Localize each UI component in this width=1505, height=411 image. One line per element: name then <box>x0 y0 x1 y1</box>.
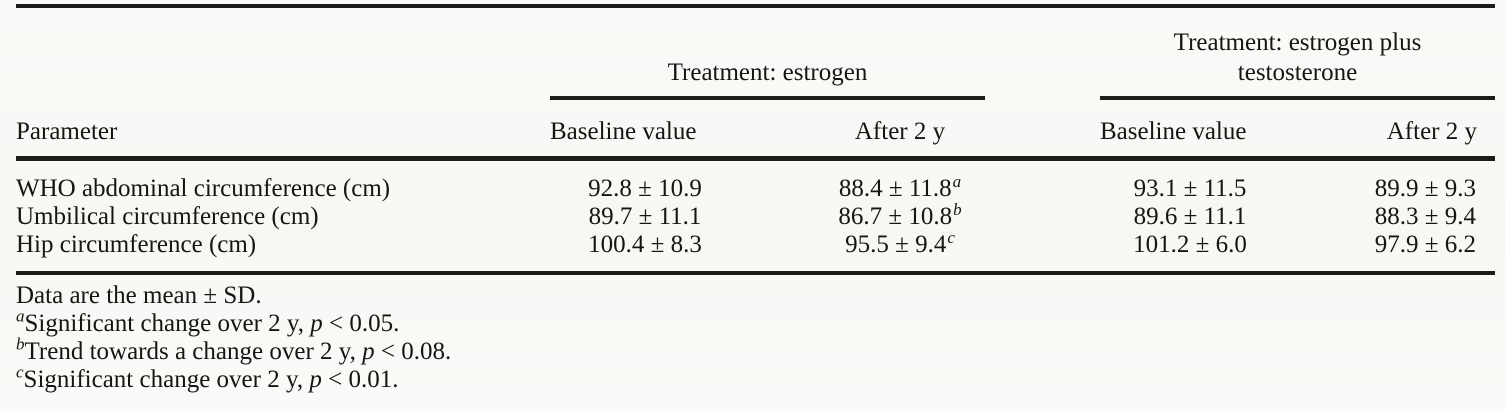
column-header-row: Parameter Baseline value After 2 y Basel… <box>16 100 1495 156</box>
treatment-spanner-row: Treatment: estrogen Treatment: estrogen … <box>16 8 1495 96</box>
footnote-marker-b: b <box>953 199 962 219</box>
footnote-text: Trend towards a change over 2 y, <box>24 338 363 365</box>
footnote-marker: a <box>16 306 25 326</box>
combo-after-value: 97.9 ± 6.2 <box>1374 231 1476 258</box>
parameter-cell: Umbilical circumference (cm) <box>16 203 319 230</box>
combo-after-cell: 97.9 ± 6.2 <box>1280 231 1495 259</box>
combo-after-value: 88.3 ± 9.4 <box>1374 203 1476 230</box>
estrogen-baseline-cell: 100.4 ± 8.3 <box>588 231 702 258</box>
footnote-marker: b <box>16 334 25 354</box>
footnote-a: aSignificant change over 2 y, p < 0.05. <box>16 306 1495 338</box>
footnote-condition: < 0.08. <box>374 338 452 365</box>
estrogen-after-value: 86.7 ± 10.8 <box>838 203 953 230</box>
combo-baseline-cell: 89.6 ± 11.1 <box>1133 203 1247 230</box>
column-gap <box>985 175 1100 203</box>
column-header-estrogen-baseline: Baseline value <box>550 118 697 145</box>
estrogen-baseline-cell: 92.8 ± 10.9 <box>588 175 702 202</box>
column-gap <box>985 146 1100 156</box>
combo-baseline-cell: 93.1 ± 11.5 <box>1133 175 1247 202</box>
combo-baseline-cell: 101.2 ± 6.0 <box>1133 231 1247 258</box>
footnote-text: Significant change over 2 y, <box>23 366 310 393</box>
column-header-combo-baseline: Baseline value <box>1100 118 1247 145</box>
spanner-treatment-estrogen-testosterone: Treatment: estrogen plus testosterone <box>1100 28 1495 96</box>
footnote-p-symbol: p <box>309 366 322 393</box>
footnote-condition: < 0.01. <box>321 366 399 393</box>
footnote-mean-sd: Data are the mean ± SD. <box>16 282 1495 310</box>
footnote-text: Significant change over 2 y, <box>24 310 311 337</box>
estrogen-baseline-cell: 89.7 ± 11.1 <box>588 203 702 230</box>
combo-after-cell: 88.3 ± 9.4 <box>1280 203 1495 231</box>
footnote-c: cSignificant change over 2 y, p < 0.01. <box>16 362 1495 394</box>
table-row-who-abdominal: WHO abdominal circumference (cm) 92.8 ± … <box>16 161 1495 203</box>
spanner-rule-estrogen <box>550 96 985 100</box>
bottom-rule <box>16 271 1495 275</box>
spanner-rules-row <box>16 96 1495 100</box>
spanner-rule-estrogen-testosterone <box>1100 96 1495 100</box>
header-rule <box>16 156 1495 161</box>
column-header-combo-after: After 2 y <box>1386 118 1477 145</box>
spanner-treatment-estrogen-label: Treatment: estrogen <box>667 59 868 86</box>
combo-after-value: 89.9 ± 9.3 <box>1374 175 1476 202</box>
column-header-estrogen-after: After 2 y <box>854 118 946 145</box>
footnote-marker: c <box>16 362 24 382</box>
parameter-cell: WHO abdominal circumference (cm) <box>16 175 391 202</box>
table-row-hip: Hip circumference (cm) 100.4 ± 8.3 95.5 … <box>16 227 1495 271</box>
footnote-condition: < 0.05. <box>322 310 400 337</box>
column-gap <box>985 231 1100 259</box>
footnote-p-symbol: p <box>362 338 375 365</box>
table-row-umbilical: Umbilical circumference (cm) 89.7 ± 11.1… <box>16 199 1495 231</box>
parameter-cell: Hip circumference (cm) <box>16 231 257 258</box>
spanner-treatment-estrogen: Treatment: estrogen <box>550 58 985 96</box>
column-header-parameter: Parameter <box>16 118 118 145</box>
estrogen-after-cell: 86.7 ± 10.8b <box>760 199 985 231</box>
table-footnotes: Data are the mean ± SD. aSignificant cha… <box>16 275 1495 394</box>
top-rule <box>16 4 1495 8</box>
estrogen-after-cell: 88.4 ± 11.8a <box>760 171 985 203</box>
spanner-treatment-estrogen-testosterone-label: Treatment: estrogen plus testosterone <box>1173 29 1422 86</box>
estrogen-after-cell: 95.5 ± 9.4c <box>760 227 985 259</box>
estrogen-after-value: 95.5 ± 9.4 <box>845 231 947 258</box>
combo-after-cell: 89.9 ± 9.3 <box>1280 175 1495 203</box>
estrogen-after-value: 88.4 ± 11.8 <box>838 175 952 202</box>
footnote-b: bTrend towards a change over 2 y, p < 0.… <box>16 334 1495 366</box>
footnote-marker-a: a <box>952 171 962 191</box>
footnote-text: Data are the mean ± SD. <box>16 282 262 309</box>
column-gap <box>985 203 1100 231</box>
footnote-marker-c: c <box>947 227 955 247</box>
footnote-p-symbol: p <box>310 310 323 337</box>
